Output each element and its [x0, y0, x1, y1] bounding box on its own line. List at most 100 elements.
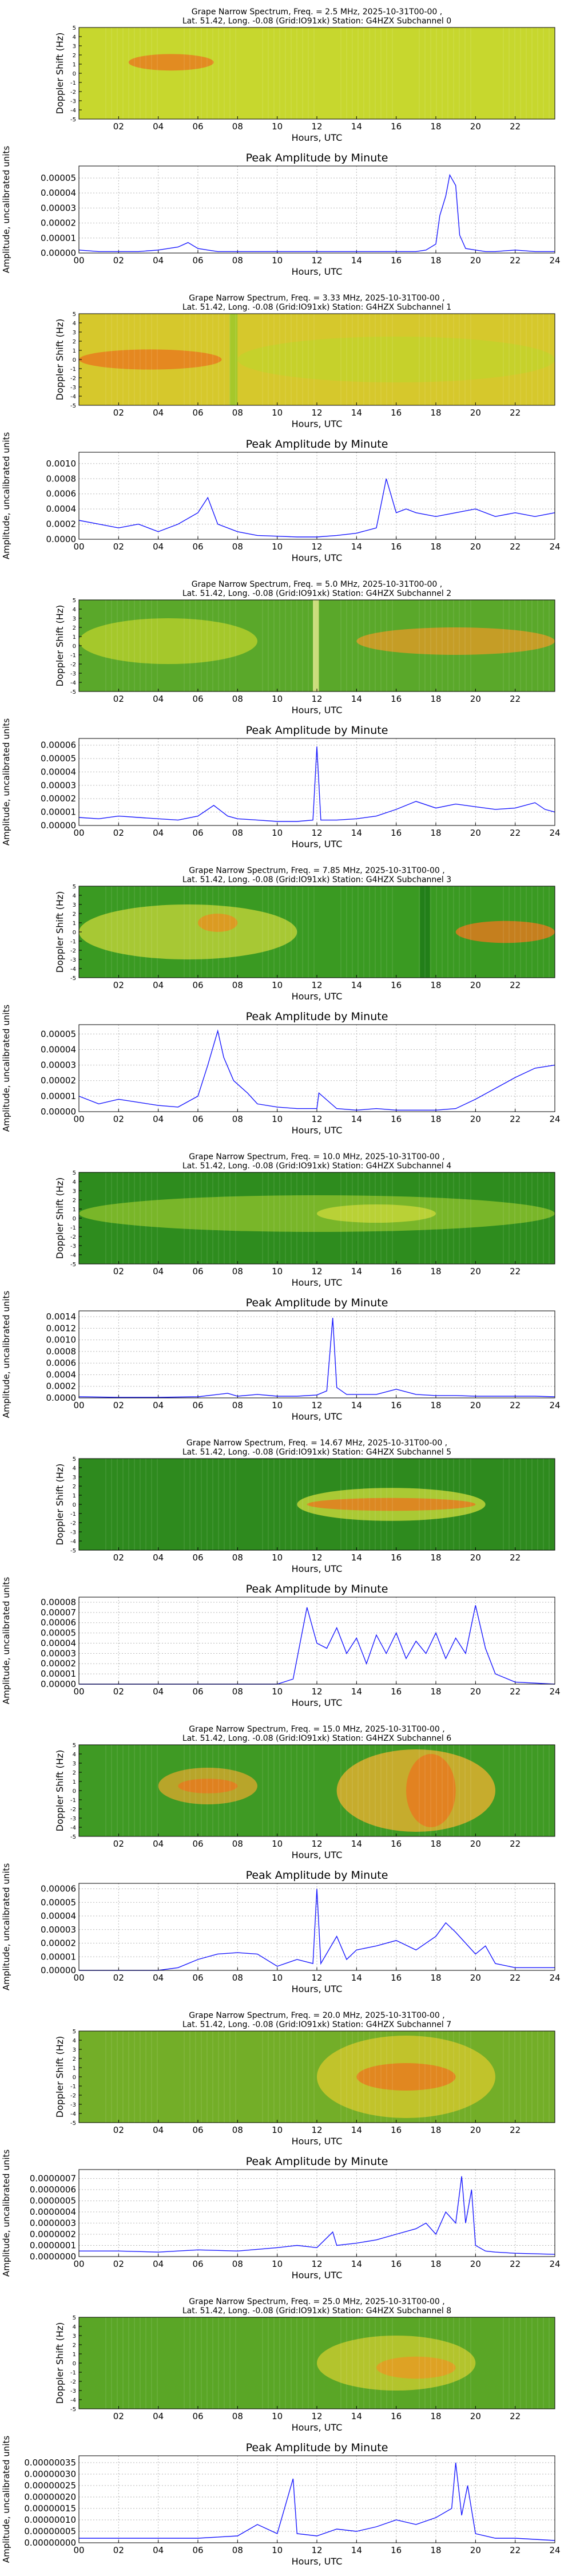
x-tick-label: 18: [430, 408, 441, 418]
x-tick-label: 08: [232, 2125, 243, 2135]
y-tick-label: 0: [73, 1502, 76, 1508]
y-tick-label: 2: [73, 1484, 76, 1490]
x-tick-label: 02: [113, 2259, 124, 2269]
y-tick-label: 2: [73, 339, 76, 345]
y-tick-label: 0.00000005: [24, 2526, 76, 2537]
y-tick-label: -5: [70, 403, 76, 409]
plot-frame: [78, 738, 555, 826]
x-axis-label: Hours, UTC: [292, 418, 343, 429]
y-tick-label: 0.0000: [46, 534, 77, 544]
y-tick-label: 0: [73, 930, 76, 936]
x-tick-label: 10: [272, 2545, 283, 2555]
x-tick-label: 04: [153, 2125, 164, 2135]
spectrogram-area: [79, 600, 555, 692]
amplitude-series-line: [78, 1318, 555, 1398]
x-tick-label: 12: [311, 1686, 322, 1697]
x-tick-label: 12: [311, 1400, 322, 1411]
y-tick-label: 0.00000020: [24, 2492, 76, 2502]
x-tick-label: 06: [192, 1686, 203, 1697]
x-tick-label: 12: [311, 408, 322, 418]
amplitude-title: Peak Amplitude by Minute: [246, 2441, 388, 2454]
y-tick-label: 3: [73, 2333, 76, 2340]
x-tick-label: 02: [113, 121, 124, 132]
x-tick-label: 16: [391, 2259, 402, 2269]
x-tick-label: 20: [470, 828, 481, 838]
y-tick-label: 0.00003: [41, 1060, 76, 1070]
x-tick-label: 18: [430, 2259, 441, 2269]
x-tick-label: 22: [510, 1400, 521, 1411]
x-tick-label: 02: [113, 2545, 124, 2555]
x-tick-label: 22: [510, 408, 521, 418]
y-tick-label: -4: [70, 2111, 76, 2117]
x-tick-label: 16: [391, 408, 402, 418]
spectrogram-title-line1: Grape Narrow Spectrum, Freq. = 14.67 MHz…: [186, 1439, 447, 1448]
x-tick-label: 18: [430, 1552, 441, 1563]
y-tick-label: 0.0010: [46, 1335, 77, 1345]
spectrogram-area: [79, 2031, 555, 2123]
x-axis-label: Hours, UTC: [292, 1850, 343, 1860]
x-tick-label: 16: [391, 1114, 402, 1124]
x-tick-label: 24: [549, 2259, 560, 2269]
plot-frame: [78, 1024, 555, 1112]
spectrogram-area: [79, 1172, 555, 1264]
spectrogram-signal: [307, 1498, 476, 1511]
x-tick-label: 12: [311, 255, 322, 266]
spectrogram-title-line2: Lat. 51.42, Long. -0.08 (Grid:IO91xk) St…: [182, 1734, 451, 1743]
y-axis-label: Doppler Shift (Hz): [54, 319, 65, 401]
x-tick-label: 14: [351, 1114, 362, 1124]
amplitude-series-line: [78, 173, 555, 252]
x-tick-label: 22: [510, 2545, 521, 2555]
y-tick-label: -1: [70, 939, 76, 945]
x-tick-label: 08: [232, 980, 243, 990]
x-tick-label: 10: [272, 828, 283, 838]
spectrogram-panel-4: Grape Narrow Spectrum, Freq. = 10.0 MHz,…: [54, 1152, 555, 1288]
y-tick-label: 1: [73, 2352, 76, 2358]
y-tick-label: 0.00004: [41, 1911, 76, 1921]
x-tick-label: 12: [311, 1552, 322, 1563]
x-tick-label: 16: [391, 694, 402, 704]
y-tick-label: 1: [73, 1493, 76, 1499]
spectrogram-band: [229, 314, 238, 405]
amplitude-panel-1: Peak Amplitude by Minute 00 02 04 06 08 10 12 14…: [1, 432, 561, 563]
plot-frame: [78, 2455, 555, 2543]
x-tick-label: 08: [232, 2411, 243, 2421]
spectrogram-area: [79, 886, 555, 978]
spectrogram-band: [313, 600, 319, 692]
x-tick-label: 02: [113, 408, 124, 418]
x-tick-label: 20: [470, 694, 481, 704]
y-tick-label: 1: [73, 2065, 76, 2072]
x-tick-label: 02: [113, 2411, 124, 2421]
x-tick-label: 12: [311, 1973, 322, 1983]
spectrogram-panel-2: Grape Narrow Spectrum, Freq. = 5.0 MHz, …: [54, 580, 555, 716]
y-tick-label: -2: [70, 1234, 76, 1240]
spectrogram-title-line1: Grape Narrow Spectrum, Freq. = 7.85 MHz,…: [189, 866, 444, 875]
y-tick-label: 5: [73, 311, 76, 318]
y-tick-label: -4: [70, 2397, 76, 2404]
y-axis-label: Doppler Shift (Hz): [54, 2322, 65, 2404]
x-tick-label: 22: [510, 2125, 521, 2135]
x-tick-label: 06: [192, 1400, 203, 1411]
x-tick-label: 14: [351, 2125, 362, 2135]
x-tick-label: 02: [113, 828, 124, 838]
y-tick-label: 0.0002: [46, 519, 77, 530]
x-tick-label: 22: [510, 1266, 521, 1277]
y-tick-label: 3: [73, 44, 76, 50]
x-tick-label: 10: [272, 1266, 283, 1277]
y-tick-label: 0: [73, 1216, 76, 1222]
x-tick-label: 10: [272, 255, 283, 266]
x-tick-label: 04: [153, 828, 164, 838]
y-tick-label: 4: [73, 893, 76, 899]
y-tick-label: 5: [73, 2029, 76, 2035]
x-tick-label: 20: [470, 1266, 481, 1277]
y-tick-label: 0.00005: [41, 753, 76, 764]
x-tick-label: 14: [351, 2545, 362, 2555]
y-tick-label: -3: [70, 385, 76, 391]
amplitude-title: Peak Amplitude by Minute: [246, 1297, 388, 1309]
x-tick-label: 04: [153, 2411, 164, 2421]
y-tick-label: 5: [73, 2315, 76, 2321]
x-tick-label: 20: [470, 1114, 481, 1124]
x-tick-label: 14: [351, 1266, 362, 1277]
y-axis-label: Amplitude, uncalibrated units: [1, 432, 11, 560]
amplitude-title: Peak Amplitude by Minute: [246, 724, 388, 737]
x-tick-label: 12: [311, 121, 322, 132]
